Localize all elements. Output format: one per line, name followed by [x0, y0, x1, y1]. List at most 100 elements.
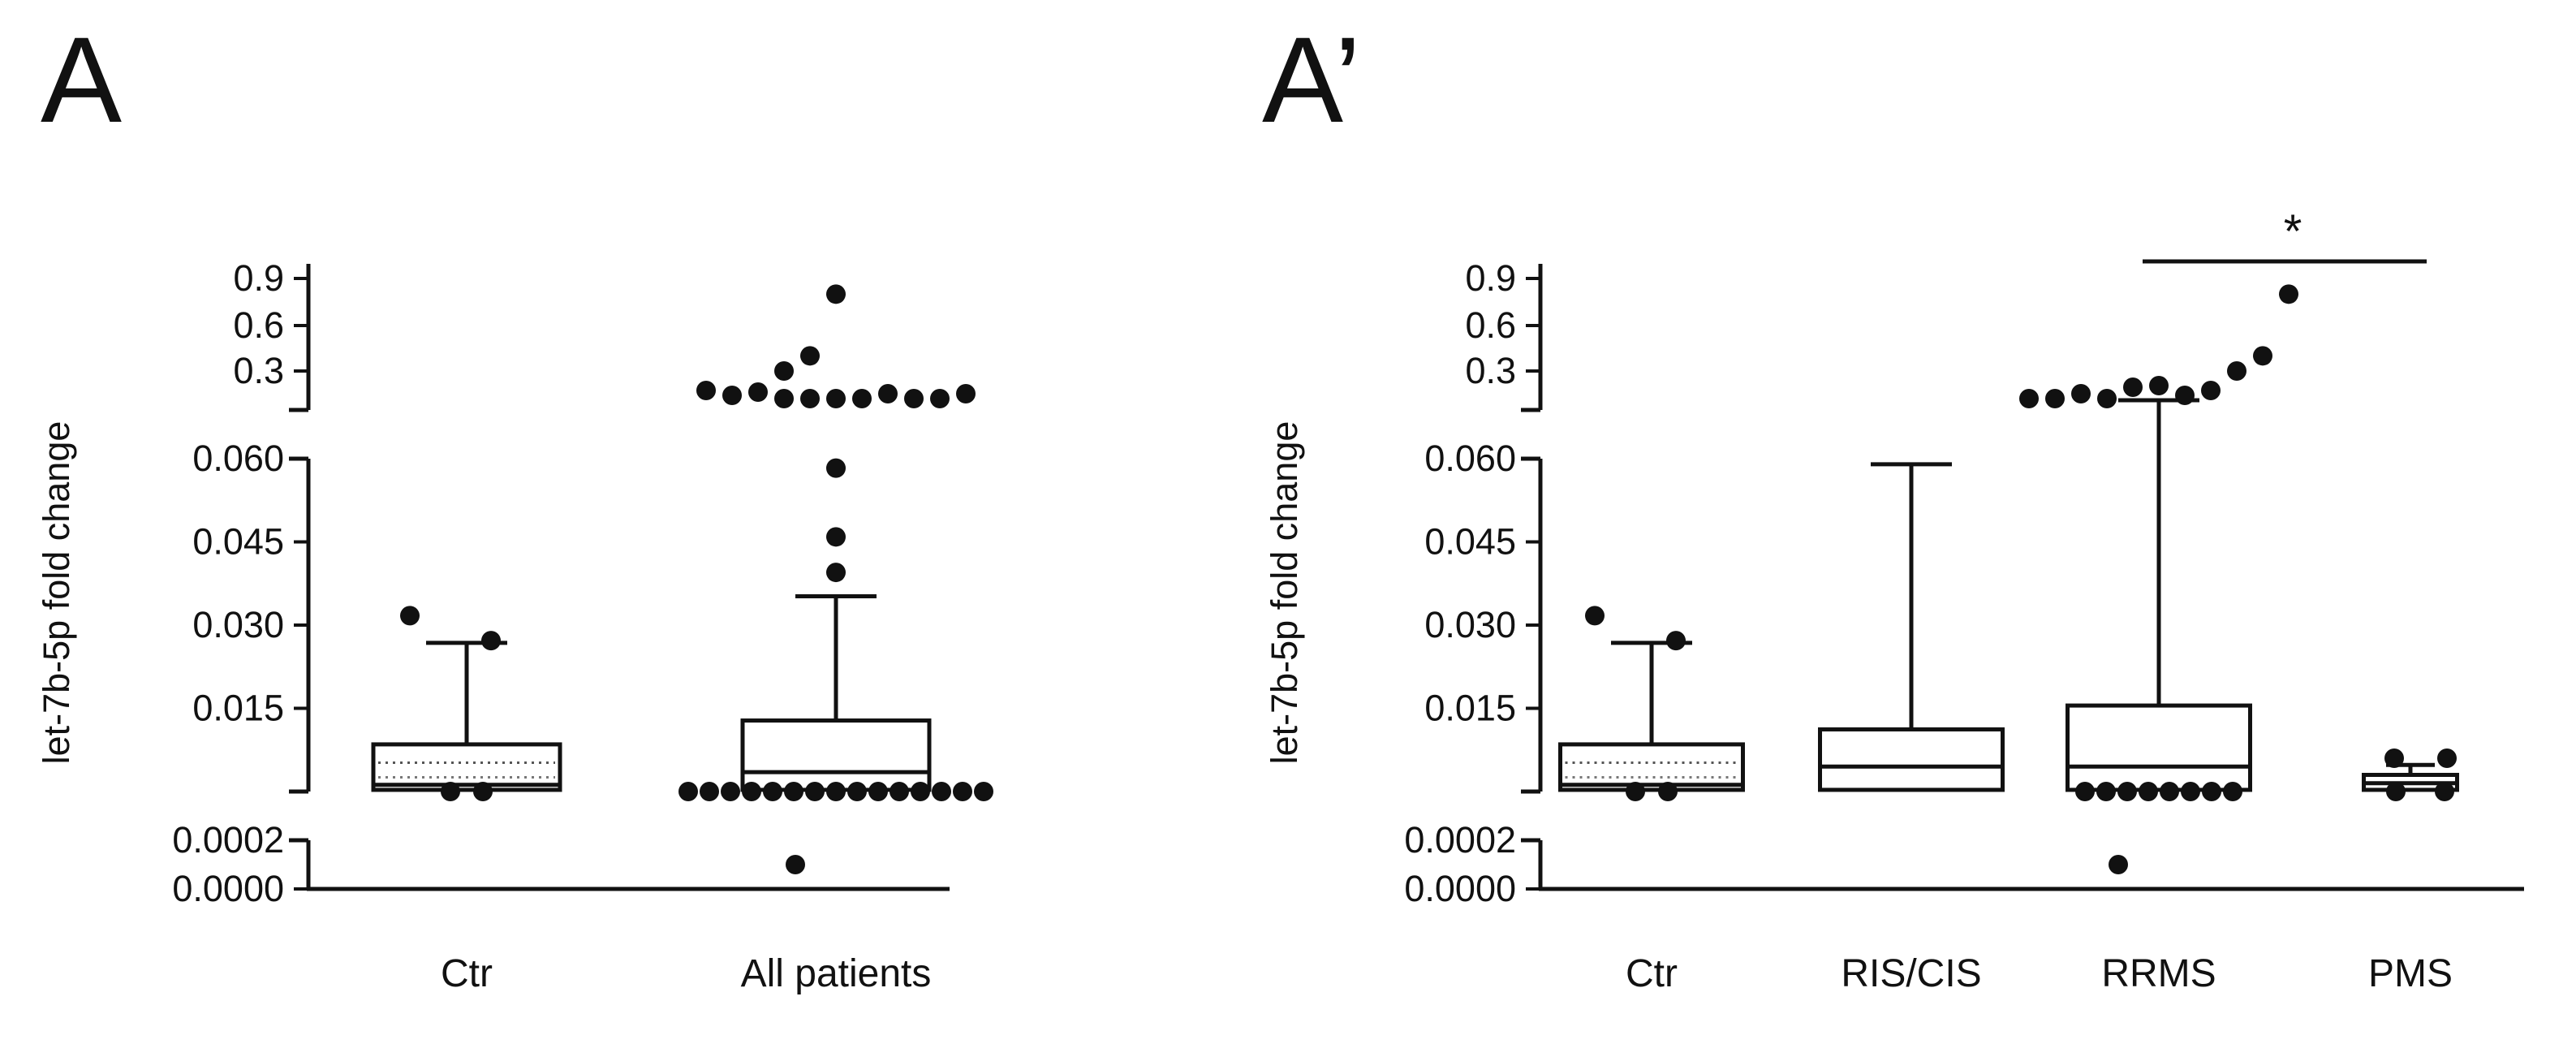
y-tick-label: 0.030	[192, 604, 284, 645]
outlier-point	[890, 782, 909, 801]
outlier-point	[800, 346, 820, 366]
outlier-point	[2384, 748, 2404, 768]
outlier-point	[826, 458, 846, 478]
y-tick-label: 0.060	[192, 438, 284, 479]
outlier-point	[2123, 377, 2143, 397]
outlier-point	[774, 389, 794, 408]
outlier-point	[826, 782, 846, 801]
outlier-point	[847, 782, 867, 801]
outlier-point	[826, 284, 846, 304]
outlier-point	[2201, 381, 2221, 400]
outlier-point	[953, 782, 972, 801]
chart-panel-2: A’ let-7b-5p fold change 0.0000 0.0002 0.015…	[1262, 11, 2524, 995]
outlier-point	[2175, 386, 2195, 405]
outlier-point	[400, 606, 420, 626]
y-tick-label: 0.0002	[1404, 819, 1516, 861]
outlier-point	[868, 782, 888, 801]
outlier-point	[441, 782, 460, 801]
x-category-label: RRMS	[2101, 952, 2216, 995]
outlier-point	[1626, 782, 1645, 801]
box-ctr	[1558, 606, 1745, 801]
y-tick-label: 0.015	[1424, 688, 1516, 729]
box-body	[2066, 703, 2252, 792]
outlier-point	[1585, 606, 1605, 626]
panel-label: A	[41, 11, 122, 148]
outlier-point	[786, 855, 805, 874]
outlier-point	[2096, 782, 2116, 801]
outlier-point	[2109, 855, 2128, 874]
outlier-point	[2223, 782, 2242, 801]
y-tick-label: 0.6	[233, 304, 284, 346]
outlier-point	[748, 382, 768, 402]
outlier-point	[722, 386, 742, 405]
outlier-point	[2160, 782, 2179, 801]
x-category-label: Ctr	[1626, 952, 1678, 995]
outlier-point	[932, 782, 951, 801]
outlier-point	[2386, 782, 2406, 801]
outlier-point	[1658, 782, 1678, 801]
x-category-label: Ctr	[441, 952, 493, 995]
outlier-point	[2117, 782, 2137, 801]
y-axis-label: let-7b-5p fold change	[36, 421, 77, 765]
outlier-point	[774, 361, 794, 381]
significance-label: *	[2284, 205, 2302, 258]
y-tick-label: 0.3	[1465, 350, 1516, 391]
y-tick-label: 0.0000	[172, 868, 284, 909]
box-pms	[2362, 748, 2459, 801]
outlier-point	[805, 782, 825, 801]
y-tick-label: 0.6	[1465, 304, 1516, 346]
y-tick-label: 0.3	[233, 350, 284, 391]
outlier-point	[742, 782, 761, 801]
outlier-point	[826, 563, 846, 583]
box-body	[1818, 727, 2005, 792]
outlier-point	[2071, 384, 2091, 403]
y-tick-label: 0.0002	[172, 819, 284, 861]
y-tick-label: 0.045	[192, 521, 284, 563]
x-category-label: All patients	[741, 952, 932, 995]
outlier-point	[2435, 782, 2454, 801]
outlier-point	[956, 384, 976, 403]
x-category-label: RIS/CIS	[1841, 952, 1981, 995]
y-tick-label: 0.0000	[1404, 868, 1516, 909]
outlier-point	[826, 389, 846, 408]
box-all-patients	[678, 284, 993, 874]
outlier-point	[1666, 631, 1686, 651]
outlier-point	[930, 389, 950, 408]
outlier-point	[911, 782, 930, 801]
outlier-point	[2045, 389, 2065, 408]
box-rrms	[2019, 284, 2298, 874]
box-ris-cis	[1818, 462, 2005, 792]
box-body	[740, 718, 932, 792]
outlier-point	[878, 384, 898, 403]
outlier-point	[763, 782, 782, 801]
y-tick-label: 0.030	[1424, 604, 1516, 645]
y-tick-label: 0.9	[1465, 257, 1516, 299]
outlier-point	[800, 389, 820, 408]
y-tick-label: 0.045	[1424, 521, 1516, 563]
outlier-point	[700, 782, 719, 801]
outlier-point	[473, 782, 493, 801]
box-body	[1558, 742, 1745, 792]
outlier-point	[2253, 346, 2272, 366]
outlier-point	[2097, 389, 2117, 408]
y-tick-label: 0.060	[1424, 438, 1516, 479]
outlier-point	[696, 381, 716, 400]
outlier-point	[678, 782, 698, 801]
outlier-point	[721, 782, 740, 801]
outlier-point	[2075, 782, 2095, 801]
outlier-point	[2149, 376, 2169, 395]
outlier-point	[2437, 748, 2457, 768]
outlier-point	[2019, 389, 2039, 408]
box-body	[371, 742, 562, 792]
outlier-point	[784, 782, 803, 801]
outlier-point	[974, 782, 993, 801]
outlier-point	[2227, 361, 2246, 381]
x-category-label: PMS	[2368, 952, 2453, 995]
box-ctr	[371, 606, 562, 801]
outlier-point	[826, 527, 846, 547]
y-axis-label: let-7b-5p fold change	[1264, 421, 1305, 765]
outlier-point	[2181, 782, 2200, 801]
y-tick-label: 0.015	[192, 688, 284, 729]
outlier-point	[852, 389, 872, 408]
